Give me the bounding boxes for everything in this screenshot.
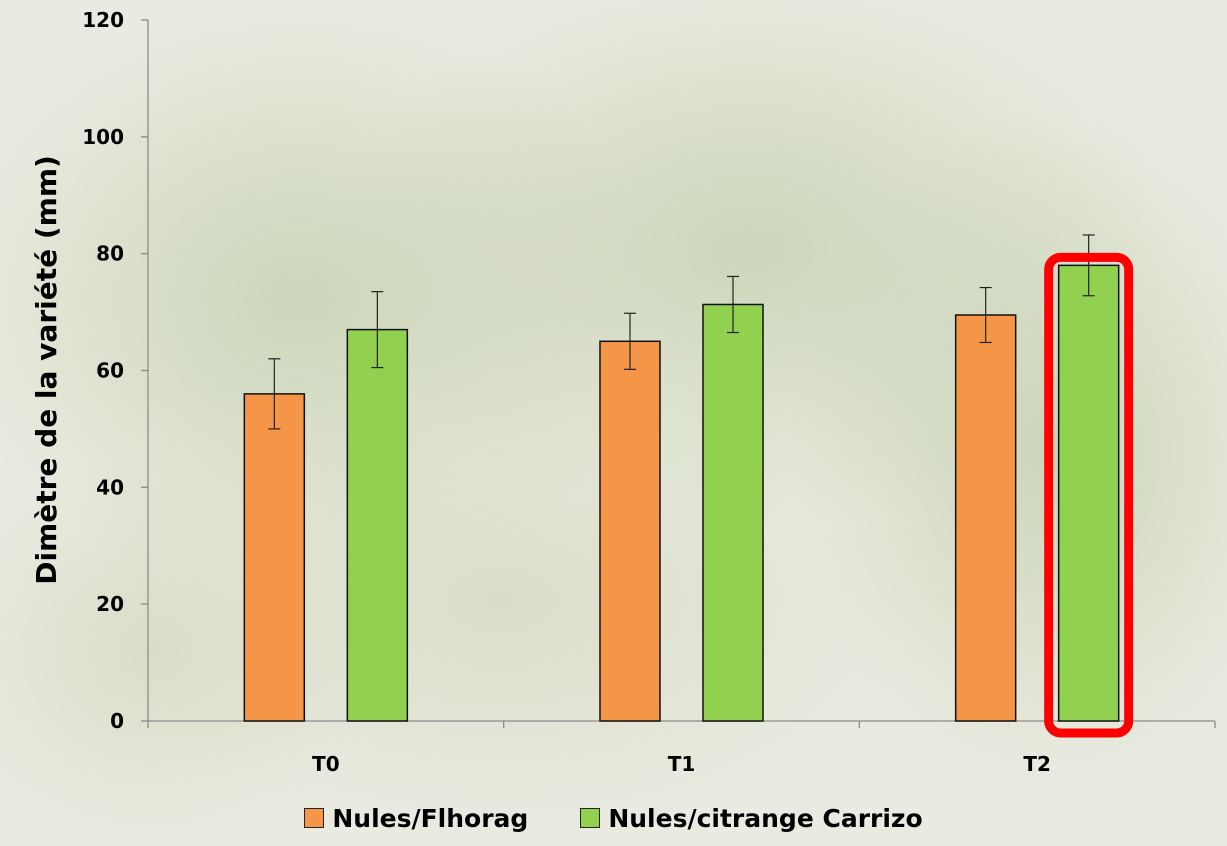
bar bbox=[346, 328, 409, 722]
legend-swatch-orange bbox=[304, 808, 325, 828]
y-tick-label: 120 bbox=[82, 8, 124, 32]
y-tick-label: 20 bbox=[96, 592, 124, 616]
y-tick-label: 100 bbox=[82, 125, 124, 149]
y-tick-label: 40 bbox=[96, 475, 124, 499]
legend-item-nules-citrange-carrizo: Nules/citrange Carrizo bbox=[580, 803, 923, 833]
x-tick-label: T0 bbox=[312, 752, 340, 776]
legend-item-nules-flhorag: Nules/Flhorag bbox=[304, 804, 528, 833]
legend: Nules/Flhorag Nules/citrange Carrizo bbox=[0, 798, 1227, 838]
y-axis-label: Dimètre de la variété (mm) bbox=[30, 155, 63, 585]
bar bbox=[1057, 264, 1120, 722]
x-tick-label: T2 bbox=[1023, 752, 1051, 776]
legend-swatch-green bbox=[580, 808, 601, 828]
highlight-box bbox=[1044, 252, 1134, 738]
legend-label: Nules/citrange Carrizo bbox=[608, 803, 923, 833]
bar bbox=[599, 340, 661, 722]
y-tick-label: 0 bbox=[110, 709, 124, 733]
x-tick-label: T1 bbox=[668, 752, 696, 776]
legend-label: Nules/Flhorag bbox=[332, 803, 529, 833]
bar bbox=[243, 393, 306, 722]
y-tick-label: 60 bbox=[96, 359, 124, 383]
bar bbox=[954, 314, 1017, 722]
y-tick-label: 80 bbox=[96, 242, 124, 266]
bar bbox=[702, 303, 764, 722]
